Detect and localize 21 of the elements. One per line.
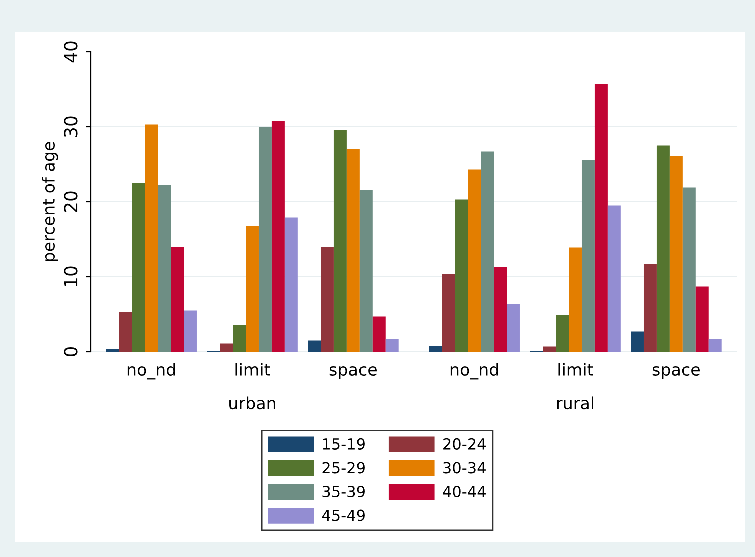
- x-tick-label: space: [652, 366, 700, 380]
- legend-label: 30-34: [444, 462, 486, 474]
- legend-label: 45-49: [322, 510, 365, 522]
- y-axis-title: percent of age: [42, 142, 58, 262]
- y-tick-label: 20: [64, 192, 78, 212]
- x-tick-label: space: [330, 366, 377, 380]
- y-tick-label: 40: [64, 42, 78, 63]
- legend-label: 20-24: [444, 438, 486, 450]
- legend-label: 15-19: [323, 438, 365, 450]
- text: rural: [557, 396, 594, 410]
- x-tick-label: limit: [236, 363, 270, 376]
- x-tick-label: no_nd: [450, 363, 498, 380]
- x-tick-label: limit: [558, 363, 594, 376]
- legend-label: 40-44: [443, 486, 486, 498]
- y-tick-label: 30: [64, 116, 78, 138]
- y-tick-label: 0: [64, 347, 78, 357]
- x-tick-label: no_nd: [128, 363, 176, 380]
- text: urban: [230, 396, 276, 410]
- y-tick-label: 10: [64, 266, 78, 287]
- legend-label: 35-39: [322, 486, 365, 498]
- legend-label: 25-29: [322, 462, 365, 474]
